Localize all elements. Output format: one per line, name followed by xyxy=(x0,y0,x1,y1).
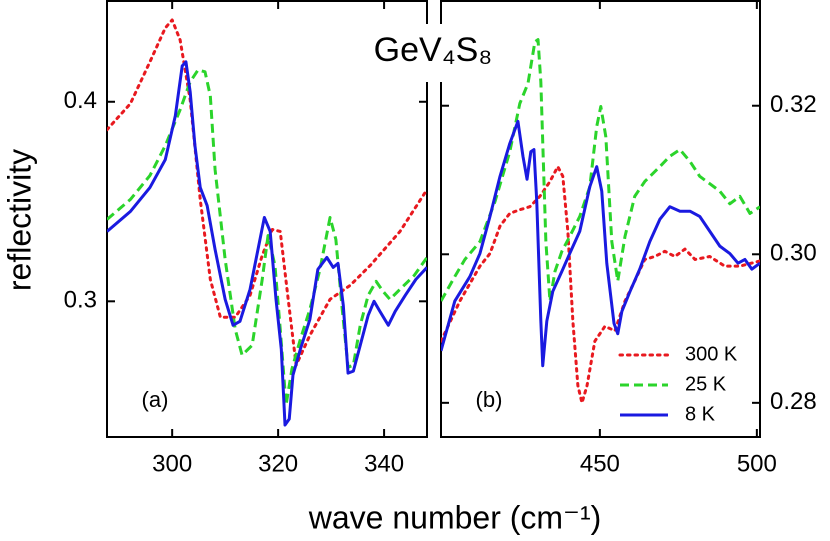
y-axis-label: reflectivity xyxy=(1,149,37,291)
y-tick-label: 0.3 xyxy=(64,287,97,314)
y-tick-label: 0.32 xyxy=(770,91,817,118)
y-tick-label: 0.30 xyxy=(770,240,817,267)
y-tick-label: 0.4 xyxy=(64,87,97,114)
plot-area: 300 320 340 0.3 0.4 (a) 450 500 0.28 0.30 0.32 (b) 3… xyxy=(64,0,817,477)
legend-label: 25 K xyxy=(685,373,727,395)
x-tick-label: 500 xyxy=(737,450,777,477)
legend-label: 300 K xyxy=(685,343,738,365)
panel-label: (b) xyxy=(476,387,503,412)
data-line xyxy=(441,119,760,368)
x-tick-label: 450 xyxy=(580,450,620,477)
data-line xyxy=(441,165,760,405)
data-line xyxy=(107,68,427,407)
legend-label: 8 K xyxy=(685,403,716,425)
x-tick-label: 300 xyxy=(152,450,192,477)
x-axis-label: wave number (cm⁻¹) xyxy=(308,499,602,535)
data-line xyxy=(441,38,760,303)
title-background xyxy=(355,24,515,82)
panel-label: (a) xyxy=(142,387,169,412)
x-tick-label: 320 xyxy=(258,450,298,477)
data-line xyxy=(107,18,427,367)
x-tick-label: 340 xyxy=(364,450,404,477)
data-line xyxy=(107,60,427,427)
chart-title: GeV₄S₈ xyxy=(374,31,493,69)
y-tick-label: 0.28 xyxy=(770,388,817,415)
